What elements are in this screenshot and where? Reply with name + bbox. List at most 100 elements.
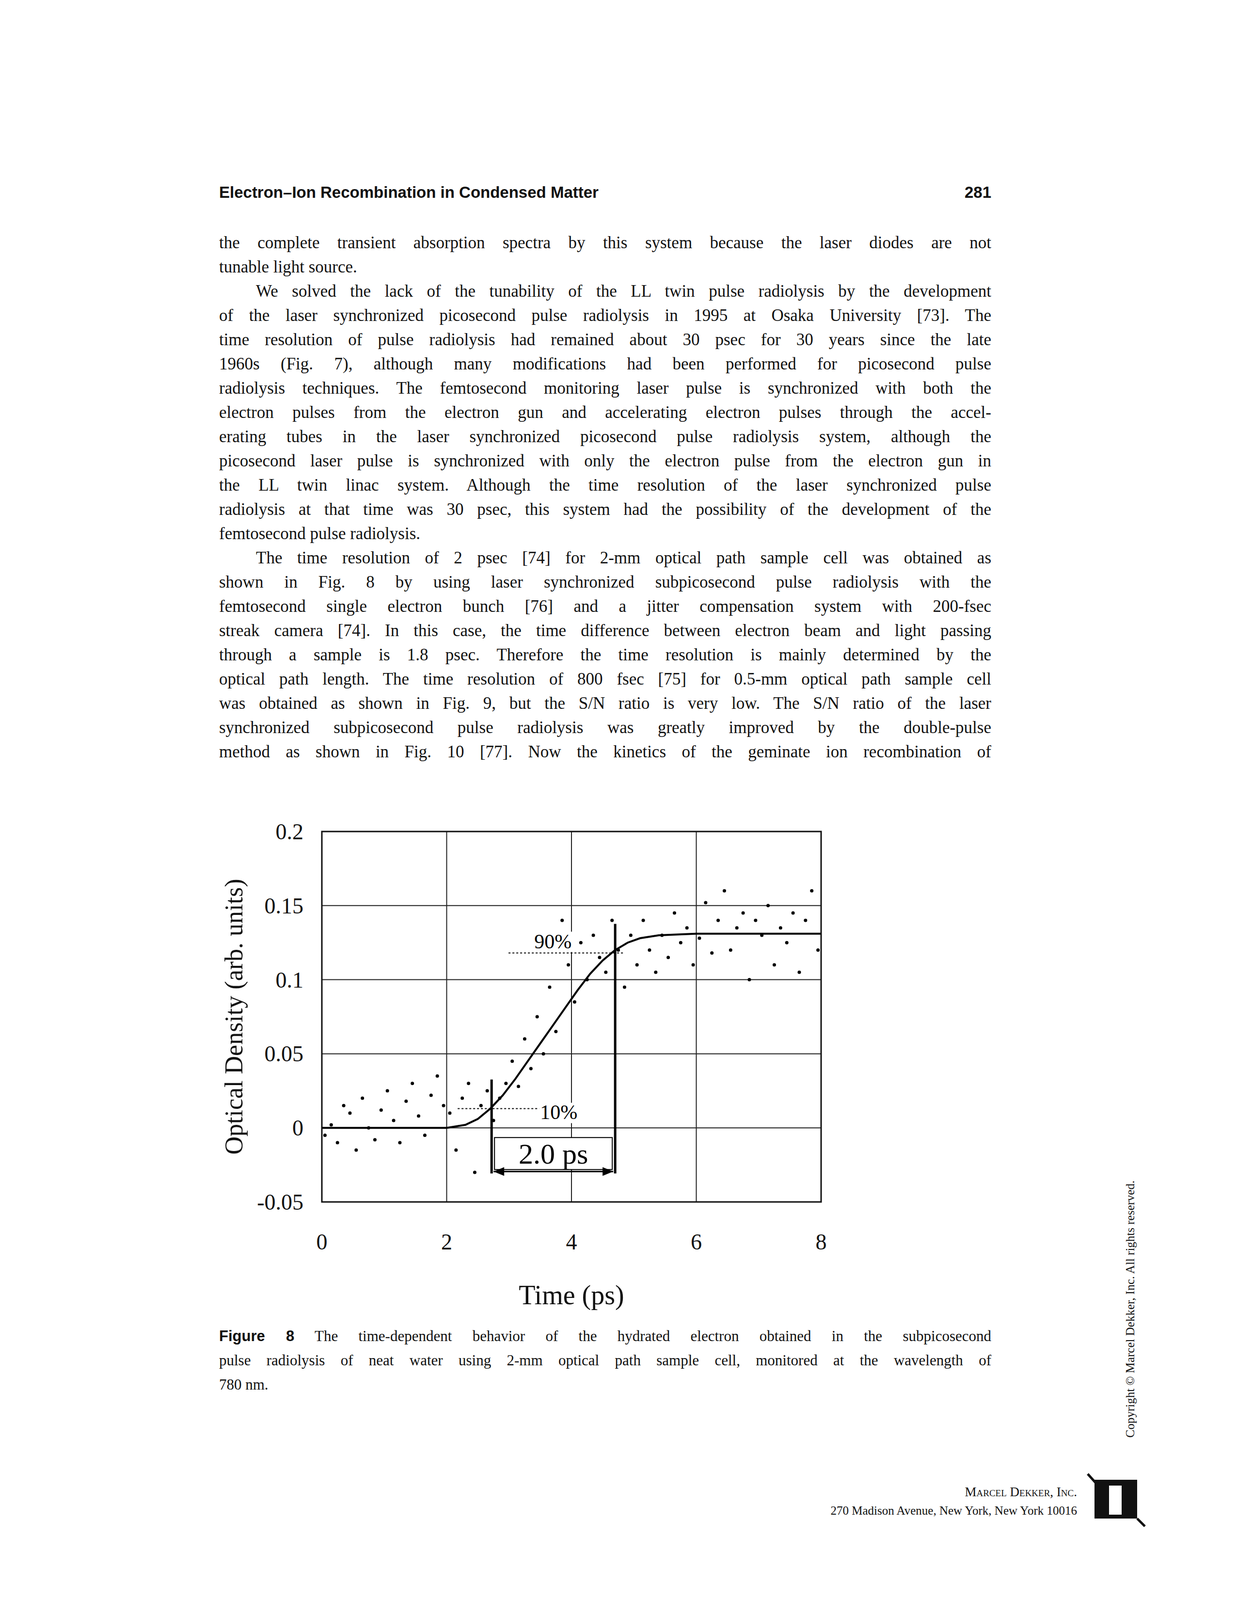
x-tick-label: 0 [316,1229,328,1254]
body-line: tunable light source. [219,254,992,280]
plot-frame [321,831,822,1202]
data-point [541,1051,546,1056]
data-point [766,903,770,907]
y-tick-label: 0.15 [264,893,304,919]
data-point [697,936,701,940]
data-point [335,1140,340,1144]
data-point [610,918,614,922]
data-point [753,918,758,922]
body-line: The time resolution of 2 psec [74] for 2… [219,545,992,571]
data-point [572,999,577,1004]
data-point [778,925,783,930]
data-point [360,1096,365,1100]
threshold-label: 90% [534,930,572,953]
data-point [510,1059,514,1063]
rise-time-box [494,1137,613,1170]
data-point [504,1081,508,1085]
body-line: femtosecond single electron bunch [76] a… [219,594,992,619]
data-point [691,963,696,967]
grid-line [321,979,822,981]
publisher-name: Marcel Dekker, Inc. [965,1484,1078,1499]
page-number: 281 [894,183,992,202]
data-point [373,1137,377,1142]
data-point [348,1110,352,1115]
data-point [416,1113,421,1118]
data-point [791,911,795,915]
data-point [410,1081,414,1085]
x-axis-title: Time (ps) [518,1279,624,1311]
body-line: We solved the lack of the tunability of … [219,279,992,304]
data-point [473,1170,477,1174]
threshold-label: 10% [539,1100,578,1124]
data-point [679,940,683,945]
copyright-note: Copyright © Marcel Dekker, Inc. All righ… [1123,1180,1137,1438]
data-point [566,963,571,967]
data-point [710,951,714,955]
data-point [379,1108,383,1112]
threshold-marker [490,1078,493,1174]
data-point [722,888,727,893]
data-point [816,948,820,952]
data-point [329,1123,334,1127]
data-point [622,984,627,989]
fit-line [321,933,822,1128]
body-line: picosecond laser pulse is synchronized w… [219,448,992,474]
x-tick-label: 6 [690,1229,702,1254]
data-point [442,1103,446,1108]
y-tick-label: 0.1 [275,967,304,993]
data-point [435,1074,440,1078]
data-point [635,963,639,967]
running-header: Electron–Ion Recombination in Condensed … [219,183,599,202]
x-tick-label: 4 [566,1229,578,1254]
data-point [529,1066,533,1070]
body-line: 1960s (Fig. 7), although many modificati… [219,351,992,377]
data-point [579,940,583,945]
data-point [603,970,608,974]
body-line: time resolution of pulse radiolysis had … [219,327,992,352]
data-point [423,1133,427,1137]
data-point [803,918,808,922]
body-line: streak camera [74]. In this case, the ti… [219,618,992,643]
rise-time-arrow [493,1170,614,1173]
data-point [747,977,751,982]
data-point [392,1118,396,1122]
plot-data [321,888,822,1174]
threshold-level [508,952,625,954]
body-line: shown in Fig. 8 by using laser synchroni… [219,570,992,595]
data-point [809,888,814,893]
y-tick-label: 0 [292,1115,304,1141]
data-point [323,1133,327,1137]
body-line: was obtained as shown in Fig. 9, but the… [219,691,992,716]
data-point [479,1103,483,1108]
data-point [729,948,733,952]
body-line: optical path length. The time resolution… [219,666,992,692]
publisher-address: 270 Madison Avenue, New York, New York 1… [830,1503,1078,1517]
data-point [741,911,746,915]
data-point [703,900,708,904]
data-point [404,1099,408,1103]
caption-line: The time-dependent behavior of the hydra… [314,1327,992,1345]
data-point [460,1096,464,1100]
caption-label: Figure 8 [219,1327,295,1345]
caption-line: 780 nm. [219,1372,992,1397]
data-point [354,1148,358,1152]
data-point [629,933,633,937]
data-point [466,1081,471,1085]
y-tick-label: 0.2 [275,819,304,844]
data-point [447,1110,452,1115]
data-point [523,1036,527,1041]
rise-time-label: 2.0 ps [518,1137,588,1170]
data-point [516,1084,521,1088]
body-line: through a sample is 1.8 psec. Therefore … [219,642,992,667]
data-point [666,955,670,959]
data-point [535,1014,540,1019]
y-axis-title: Optical Density (arb. units) [220,878,249,1155]
grid-line [321,1052,822,1054]
data-point [554,1029,558,1033]
data-point [429,1093,433,1097]
grid-line [446,831,448,1202]
data-point [797,970,801,974]
threshold-marker [614,923,617,1174]
data-point [647,948,651,952]
data-point [342,1103,346,1108]
